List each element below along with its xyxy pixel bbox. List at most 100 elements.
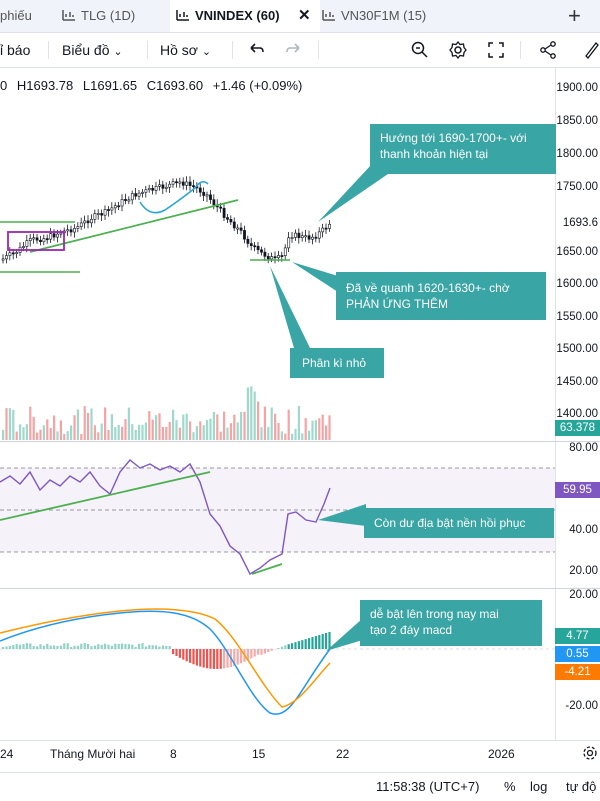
support-callout[interactable]: Đã về quanh 1620-1630+- chờ PHẢN ỨNG THÊ…: [336, 272, 546, 320]
target-callout[interactable]: Hướng tới 1690-1700+- với thanh khoản hi…: [370, 124, 556, 174]
profile-menu-button[interactable]: Hồ sơ ⌄: [160, 33, 211, 67]
rsi-axis[interactable]: 80.00 40.00 20.00: [556, 442, 600, 588]
share-icon[interactable]: [538, 40, 558, 60]
volume-bar: [233, 415, 235, 440]
volume-bar: [63, 434, 65, 440]
macd-histogram-bar: [26, 643, 28, 649]
candle-body: [223, 208, 225, 217]
volume-bar: [220, 432, 222, 440]
chart-menu-button[interactable]: Biểu đồ ⌄: [62, 33, 123, 67]
divider: [520, 41, 521, 59]
chart-tab-icon: [322, 9, 336, 21]
volume-bar: [226, 428, 228, 440]
candle-body: [281, 255, 283, 256]
add-tab-icon[interactable]: +: [568, 0, 592, 32]
macd-histogram-bar: [213, 649, 215, 669]
pencil-icon[interactable]: [582, 40, 600, 60]
macd-histogram-bar: [121, 644, 123, 649]
candle-body: [29, 238, 31, 240]
divergence-callout[interactable]: Phân kì nhỏ: [290, 348, 384, 378]
price-tick: 1500.00: [556, 343, 598, 355]
tab-vn30f1m[interactable]: VN30F1M (15): [322, 0, 452, 32]
candle-body: [138, 193, 140, 196]
indicators-button[interactable]: ỉ báo: [0, 33, 30, 67]
volume-bar: [237, 422, 239, 440]
volume-bar: [29, 407, 31, 440]
divider: [232, 41, 233, 59]
candle-body: [192, 186, 194, 187]
rsi-tick: 80.00: [569, 442, 598, 454]
macd-histogram-bar: [199, 649, 201, 667]
candle-body: [152, 188, 154, 190]
price-axis[interactable]: 1900.00 1850.00 1800.00 1750.00 1693.6 1…: [556, 70, 600, 440]
candle-body: [284, 248, 286, 256]
callout-line: Hướng tới 1690-1700+- với: [380, 130, 556, 146]
volume-bar: [216, 414, 218, 440]
candle-body: [111, 208, 113, 210]
candle-body: [33, 238, 35, 239]
candle-body: [131, 194, 133, 200]
candle-body: [226, 218, 228, 220]
macd-histogram-bar: [220, 649, 222, 669]
candle-body: [165, 187, 167, 188]
volume-bar: [22, 427, 24, 440]
macd-histogram-bar: [298, 641, 300, 649]
macd-histogram-bar: [135, 647, 137, 649]
volume-bar: [70, 425, 72, 440]
rsi-callout[interactable]: Còn dư địa bật nền hồi phục: [364, 508, 554, 538]
candle-body: [325, 228, 327, 229]
callout-line: dễ bật lên trong nay mai: [370, 606, 542, 622]
candle-body: [199, 188, 201, 192]
macd-histogram-bar: [9, 646, 11, 649]
candle-body: [114, 206, 116, 208]
volume-bar: [179, 428, 181, 440]
fullscreen-icon[interactable]: [486, 40, 506, 60]
log-toggle[interactable]: log: [530, 779, 547, 794]
price-tick: 1400.00: [556, 408, 598, 420]
macd-histogram-bar: [172, 649, 174, 654]
volume-bar: [124, 419, 126, 440]
macd-histogram-bar: [294, 642, 296, 649]
volume-bar: [77, 410, 79, 440]
gear-icon[interactable]: [448, 40, 468, 60]
redo-icon[interactable]: [284, 40, 304, 60]
volume-bar: [135, 430, 137, 440]
macd-histogram-bar: [101, 645, 103, 649]
callout-pointer: [270, 266, 310, 348]
candle-body: [50, 234, 52, 240]
macd-histogram-bar: [284, 645, 286, 649]
candle-body: [121, 199, 123, 206]
candle-body: [84, 221, 86, 223]
gear-icon[interactable]: [582, 745, 598, 761]
candle-body: [80, 223, 82, 227]
volume-bar: [53, 415, 55, 440]
auto-toggle[interactable]: tự độ: [566, 779, 596, 794]
macd-histogram-bar: [175, 649, 177, 656]
close-icon[interactable]: ✕: [298, 0, 311, 32]
macd-histogram-bar: [60, 646, 62, 649]
macd-line-badge: 0.55: [555, 646, 600, 662]
candle-body: [118, 206, 120, 207]
alert-zoom-icon[interactable]: [410, 40, 430, 60]
macd-histogram-bar: [250, 649, 252, 658]
candle-body: [67, 230, 69, 231]
percent-toggle[interactable]: %: [504, 779, 516, 794]
time-axis[interactable]: 24 Tháng Mười hai 8 15 22 2026: [0, 740, 600, 767]
tab-partial[interactable]: phiếu: [0, 0, 48, 32]
tab-tlg[interactable]: TLG (1D): [62, 0, 162, 32]
macd-histogram-bar: [192, 649, 194, 664]
volume-bar: [322, 415, 324, 440]
macd-callout[interactable]: dễ bật lên trong nay mai tạo 2 đáy macd: [360, 600, 542, 646]
macd-histogram-bar: [318, 635, 320, 649]
tab-vnindex[interactable]: VNINDEX (60) ✕: [170, 0, 320, 32]
volume-bar: [97, 432, 99, 440]
macd-histogram-bar: [155, 645, 157, 649]
price-tick: 1750.00: [556, 181, 598, 193]
macd-histogram-bar: [179, 649, 181, 658]
undo-icon[interactable]: [246, 40, 266, 60]
clock-readout[interactable]: 11:58:38 (UTC+7): [376, 779, 479, 794]
volume-bar: [277, 423, 279, 440]
volume-bar: [46, 419, 48, 440]
candle-body: [250, 244, 252, 246]
candle-body: [301, 236, 303, 238]
